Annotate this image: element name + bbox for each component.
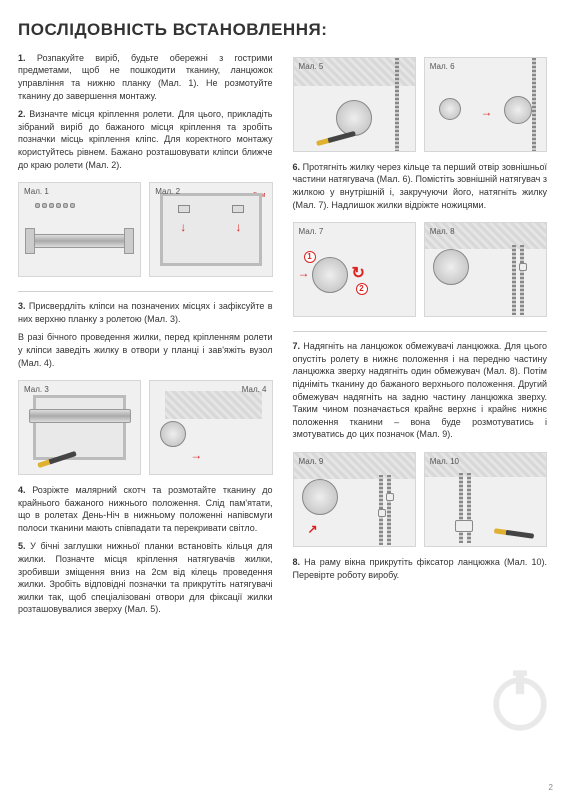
screwdriver-icon: [316, 131, 356, 146]
figure-3: Мал. 3: [18, 380, 141, 475]
fig-row-9-10: Мал. 9 ↗ Мал. 10: [293, 452, 548, 547]
watermark-icon: [485, 669, 555, 739]
figure-6-label: Мал. 6: [430, 61, 455, 72]
right-column: Мал. 5 Мал. 6 →: [293, 52, 548, 792]
mechanism-icon: [433, 249, 469, 285]
step-4-num: 4.: [18, 485, 26, 495]
step-6-text: Протягніть жилку через кільце та перший …: [293, 162, 548, 210]
step-1-text: Розпакуйте виріб, будьте обережні з гост…: [18, 53, 273, 101]
step-4-text: Розріжте малярний скотч та розмотайте тк…: [18, 485, 273, 533]
step-8: 8. На раму вікна прикрутіть фіксатор лан…: [293, 556, 548, 581]
step-2-num: 2.: [18, 109, 26, 119]
step-7-num: 7.: [293, 341, 301, 351]
step-3-num: 3.: [18, 301, 26, 311]
figure-1-label: Мал. 1: [24, 186, 49, 197]
chain-icon: [387, 475, 391, 545]
stopper-icon: [386, 493, 394, 501]
arrow-icon: →: [298, 265, 310, 282]
ring-icon: [439, 98, 461, 120]
page: ПОСЛІДОВНІСТЬ ВСТАНОВЛЕННЯ: 1. Розпакуйт…: [0, 0, 565, 799]
figure-7: Мал. 7 1 2 ↻ →: [293, 222, 416, 317]
clip-icon: [232, 205, 244, 213]
chain-icon: [520, 245, 524, 315]
arrow-icon: ↓: [236, 219, 242, 236]
figure-10-label: Мал. 10: [430, 456, 459, 467]
figure-5-label: Мал. 5: [299, 61, 324, 72]
step-5: 5. У бічні заглушки нижньої планки встан…: [18, 540, 273, 616]
fig-row-7-8: Мал. 7 1 2 ↻ → Мал. 8: [293, 222, 548, 317]
step-8-num: 8.: [293, 557, 301, 567]
step-2: 2. Визначте місця кріплення ролети. Для …: [18, 108, 273, 171]
figure-3-label: Мал. 3: [24, 384, 49, 395]
step-2-text: Визначте місця кріплення ролети. Для цьо…: [18, 109, 273, 169]
tensioner-icon: [312, 257, 348, 293]
arrow-icon: →: [190, 447, 202, 464]
step-8-text: На раму вікна прикрутіть фіксатор ланцюж…: [293, 557, 547, 580]
step-6-num: 6.: [293, 162, 301, 172]
step-7-text: Надягніть на ланцюжок обмежувачі ланцюжк…: [293, 341, 548, 439]
figure-2-label: Мал. 2: [155, 186, 180, 197]
step-7: 7. Надягніть на ланцюжок обмежувачі ланц…: [293, 340, 548, 441]
badge-1: 1: [304, 251, 316, 263]
fig-row-5-6: Мал. 5 Мал. 6 →: [293, 57, 548, 152]
roller-icon: [29, 409, 131, 423]
figure-7-label: Мал. 7: [299, 226, 324, 237]
screwdriver-icon: [494, 528, 534, 539]
figure-6: Мал. 6 →: [424, 57, 547, 152]
fig-row-3-4: Мал. 3 Мал. 4 →: [18, 380, 273, 475]
fabric-icon: [165, 391, 261, 419]
step-1-num: 1.: [18, 53, 26, 63]
arrow-icon: ↓: [180, 219, 186, 236]
divider: [293, 331, 548, 332]
figure-9: Мал. 9 ↗: [293, 452, 416, 547]
figure-9-label: Мал. 9: [299, 456, 324, 467]
figure-1: Мал. 1: [18, 182, 141, 277]
figure-8: Мал. 8: [424, 222, 547, 317]
rotate-arrow-icon: ↻: [352, 263, 365, 285]
tensioner-icon: [504, 96, 532, 124]
window-frame-icon: [33, 395, 126, 460]
figure-5: Мал. 5: [293, 57, 416, 152]
step-3-text: Присвердліть кліпси на позначених місцях…: [18, 301, 273, 324]
step-4: 4. Розріжте малярний скотч та розмотайте…: [18, 484, 273, 534]
chain-icon: [532, 58, 536, 151]
step-3: 3. Присвердліть кліпси на позначених міс…: [18, 300, 273, 325]
bracket-left-icon: [25, 228, 35, 254]
parts-icon: [34, 200, 126, 222]
step-1: 1. Розпакуйте виріб, будьте обережні з г…: [18, 52, 273, 102]
stopper-icon: [378, 509, 386, 517]
bracket-right-icon: [124, 228, 134, 254]
page-title: ПОСЛІДОВНІСТЬ ВСТАНОВЛЕННЯ:: [18, 18, 547, 42]
step-6: 6. Протягніть жилку через кільце та перш…: [293, 161, 548, 211]
chain-icon: [459, 473, 463, 543]
page-number: 2: [549, 782, 553, 793]
step-5-text: У бічні заглушки нижньої планки встанові…: [18, 541, 273, 614]
divider: [18, 291, 273, 292]
step-5-num: 5.: [18, 541, 26, 551]
chain-icon: [512, 245, 516, 315]
chain-icon: [467, 473, 471, 543]
figure-2: Мал. 2 5см ↓ ↓: [149, 182, 272, 277]
roller-icon: [29, 234, 131, 248]
stopper-icon: [519, 263, 527, 271]
arrow-icon: →: [481, 104, 493, 121]
figure-4-label: Мал. 4: [242, 384, 267, 395]
mechanism-icon: [160, 421, 186, 447]
arrow-icon: ↗: [308, 521, 318, 538]
fig-row-1-2: Мал. 1 Мал. 2 5см: [18, 182, 273, 277]
clip-icon: [178, 205, 190, 213]
mechanism-icon: [302, 479, 338, 515]
chain-icon: [395, 58, 399, 151]
figure-8-label: Мал. 8: [430, 226, 455, 237]
columns: 1. Розпакуйте виріб, будьте обережні з г…: [18, 52, 547, 792]
figure-4: Мал. 4 →: [149, 380, 272, 475]
window-frame-icon: [160, 193, 261, 266]
step-3b: В разі бічного проведення жилки, перед к…: [18, 331, 273, 369]
figure-10: Мал. 10: [424, 452, 547, 547]
left-column: 1. Розпакуйте виріб, будьте обережні з г…: [18, 52, 273, 792]
fixator-icon: [455, 520, 473, 532]
